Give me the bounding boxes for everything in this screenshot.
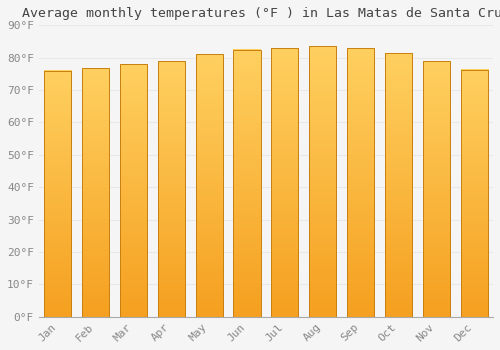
Bar	[44, 71, 72, 317]
Title: Average monthly temperatures (°F ) in Las Matas de Santa Cruz: Average monthly temperatures (°F ) in La…	[22, 7, 500, 20]
Bar	[158, 61, 185, 317]
Bar	[120, 64, 147, 317]
Bar	[234, 50, 260, 317]
Bar	[385, 53, 412, 317]
Bar	[271, 48, 298, 317]
Bar	[309, 46, 336, 317]
Bar	[347, 48, 374, 317]
Bar	[196, 55, 223, 317]
Bar	[422, 61, 450, 317]
Bar	[82, 68, 109, 317]
Bar	[460, 70, 488, 317]
